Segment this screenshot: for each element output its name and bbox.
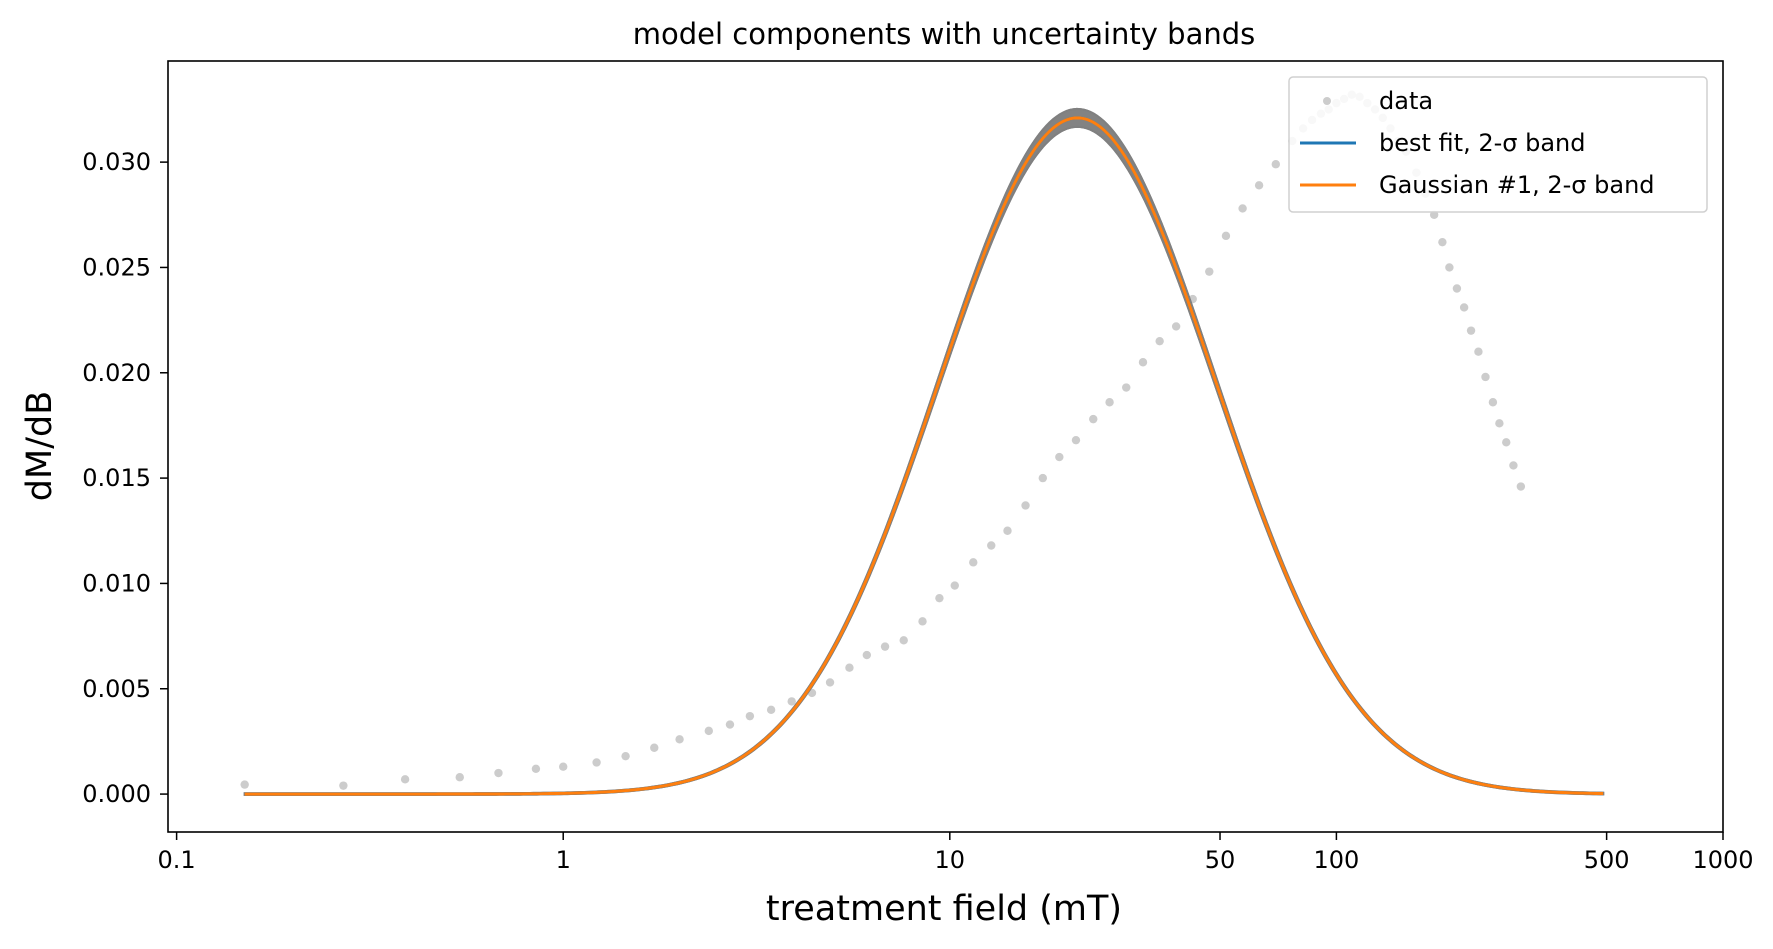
data-point-72: [1509, 461, 1518, 470]
y-axis: 0.000 0.005 0.010 0.015 0.020 0.025 0.030: [82, 148, 168, 808]
data-point-62: [1438, 237, 1447, 247]
legend-label-data: data: [1379, 87, 1433, 115]
data-point-64: [1452, 284, 1462, 293]
data-point-69: [1488, 398, 1498, 407]
data-point-22: [918, 617, 927, 626]
data-point-12: [725, 720, 735, 729]
x-tick-label-5: 500: [1584, 846, 1630, 874]
data-point-66: [1466, 326, 1476, 335]
data-point-73: [1516, 482, 1526, 491]
data-point-9: [650, 743, 659, 752]
data-point-17: [825, 678, 835, 687]
data-point-3: [455, 773, 464, 782]
data-point-37: [1171, 322, 1181, 331]
data-point-41: [1238, 204, 1247, 213]
data-point-30: [1055, 452, 1064, 462]
data-point-39: [1205, 267, 1214, 276]
data-point-7: [592, 758, 601, 767]
data-point-6: [559, 762, 568, 771]
legend-box: [1288, 76, 1708, 213]
data-point-23: [935, 593, 944, 603]
data-point-27: [1003, 526, 1012, 535]
x-tick-label-1: 1: [556, 846, 571, 874]
chart-title: model components with uncertainty bands: [633, 17, 1256, 51]
data-point-63: [1445, 263, 1454, 272]
y-tick-label-6: 0.030: [82, 148, 151, 176]
y-tick-label-2: 0.010: [82, 569, 151, 597]
x-tick-label-4: 100: [1313, 846, 1359, 874]
data-point-36: [1155, 336, 1164, 346]
data-point-5: [531, 764, 541, 774]
legend-label-gaussian-1: Gaussian #1, 2-σ band: [1379, 171, 1655, 199]
data-point-25: [969, 558, 978, 567]
data-point-26: [987, 541, 996, 550]
legend-label-best-fit: best fit, 2-σ band: [1379, 129, 1585, 157]
x-axis-label: treatment field (mT): [766, 889, 1122, 929]
data-point-67: [1474, 347, 1483, 356]
data-point-10: [675, 735, 684, 744]
x-tick-label-2: 10: [935, 846, 966, 874]
y-tick-label-3: 0.015: [82, 464, 151, 492]
x-tick-label-6: 1000: [1692, 846, 1753, 874]
data-point-8: [621, 751, 630, 761]
data-point-15: [787, 697, 796, 706]
data-point-28: [1021, 501, 1030, 510]
data-point-19: [862, 650, 872, 660]
x-tick-label-0: 0.1: [158, 846, 196, 874]
y-tick-label-0: 0.000: [82, 780, 151, 808]
data-point-4: [494, 768, 503, 778]
data-point-42: [1254, 181, 1264, 190]
legend-marker-data: [1323, 97, 1331, 105]
y-tick-label-1: 0.005: [82, 675, 151, 703]
y-axis-label: dM/dB: [20, 391, 60, 501]
legend: data best fit, 2-σ band Gaussian #1, 2-σ…: [1288, 76, 1708, 213]
data-point-68: [1481, 372, 1490, 382]
gaussian-1-line: [244, 116, 1604, 796]
data-point-34: [1122, 383, 1131, 392]
data-point-2: [400, 775, 410, 784]
data-point-21: [899, 636, 908, 645]
data-point-29: [1038, 473, 1048, 483]
data-point-31: [1071, 435, 1081, 445]
data-point-0: [240, 780, 249, 789]
data-point-70: [1495, 419, 1504, 428]
x-axis: 0.1 1 10 50 100 500 1000: [158, 832, 1754, 874]
data-point-18: [845, 663, 854, 672]
y-tick-label-5: 0.025: [82, 253, 151, 281]
data-point-32: [1089, 414, 1098, 424]
y-tick-label-4: 0.020: [82, 359, 151, 387]
plot-frame: [167, 60, 1724, 833]
data-point-20: [880, 642, 890, 651]
data-point-13: [745, 711, 755, 721]
plot-area: [240, 90, 1605, 796]
data-point-24: [950, 581, 959, 590]
data-point-43: [1271, 160, 1280, 169]
data-point-33: [1105, 398, 1114, 407]
data-point-40: [1221, 231, 1231, 241]
data-point-11: [704, 726, 713, 736]
x-tick-label-3: 50: [1205, 846, 1236, 874]
data-point-1: [339, 781, 348, 790]
data-point-71: [1502, 438, 1511, 447]
data-point-65: [1459, 303, 1469, 312]
data-point-35: [1138, 358, 1148, 367]
data-point-14: [766, 705, 776, 715]
